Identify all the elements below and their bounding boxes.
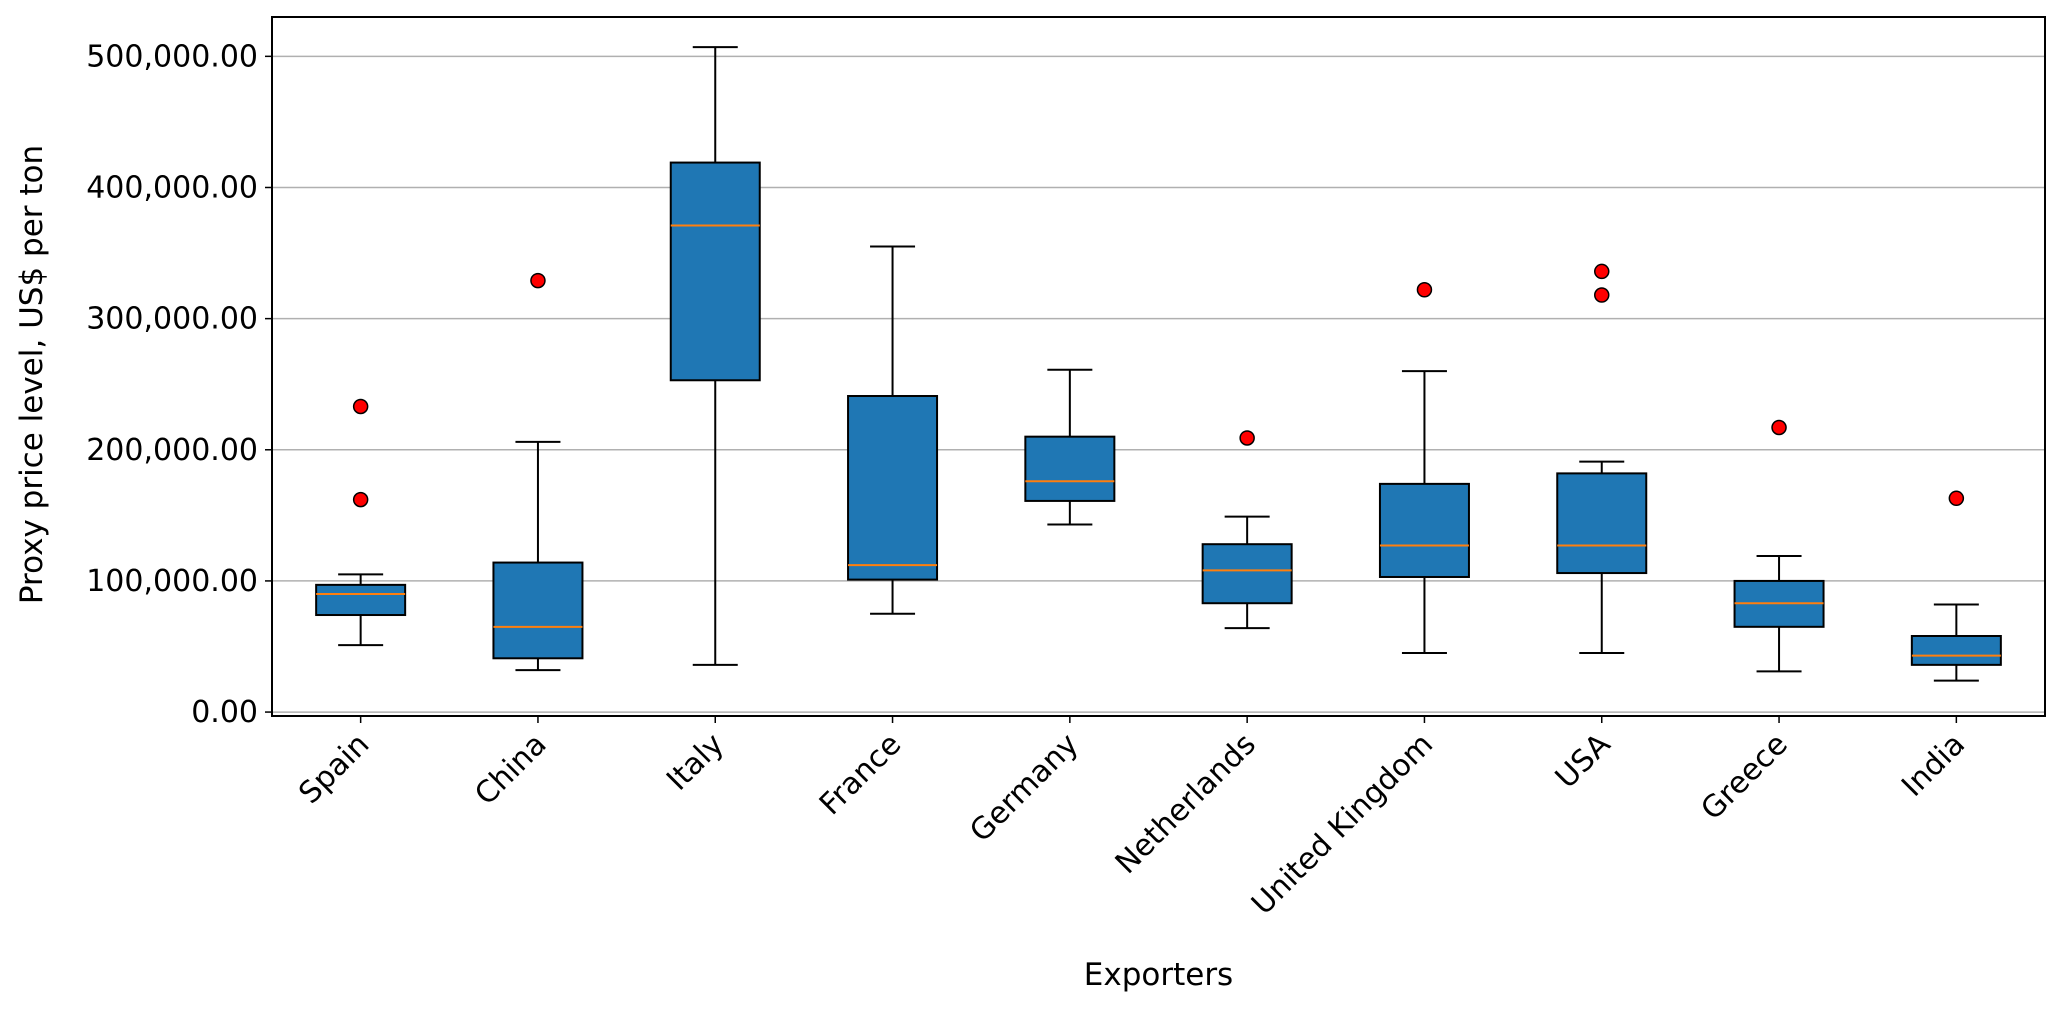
y-tick-label: 300,000.00 <box>86 302 258 337</box>
box-india <box>1910 490 2002 682</box>
box-germany <box>1024 368 1116 526</box>
x-axis-title: Exporters <box>1084 957 1233 993</box>
iqr-box <box>1910 635 2002 666</box>
iqr-box <box>492 561 584 660</box>
box-series <box>315 46 2002 682</box>
box-china <box>492 272 584 672</box>
box-usa <box>1556 263 1648 655</box>
outlier-point <box>1416 282 1433 298</box>
outlier-point <box>352 398 369 415</box>
iqr-box <box>315 583 407 617</box>
outlier-point <box>1594 263 1610 280</box>
x-tick-label: China <box>468 727 553 812</box>
x-tick-label: France <box>813 727 908 822</box>
box-greece <box>1733 419 1825 673</box>
y-tick-label: 0.00 <box>191 695 258 730</box>
box-netherlands <box>1201 430 1293 630</box>
iqr-box <box>1378 482 1470 578</box>
x-tick-label: United Kingdom <box>1245 727 1440 922</box>
iqr-box <box>669 161 761 382</box>
x-tick-label: USA <box>1549 727 1618 796</box>
y-tick-label: 200,000.00 <box>86 433 258 468</box>
y-tick-label: 400,000.00 <box>86 170 258 205</box>
x-tick-label: Netherlands <box>1109 727 1263 881</box>
y-axis-title: Proxy price level, US$ per ton <box>14 145 50 604</box>
outlier-point <box>1771 419 1787 436</box>
outlier-point <box>1948 490 1965 507</box>
outlier-point <box>1239 430 1255 446</box>
box-france <box>847 245 939 615</box>
x-tick-label: Germany <box>963 727 1085 849</box>
box-spain <box>315 398 407 647</box>
iqr-box <box>1024 435 1116 502</box>
x-tick-label: Greece <box>1694 727 1794 827</box>
x-axis: Spain China Italy France Germany NetherlandsU… <box>292 716 1972 922</box>
outlier-point <box>530 272 546 289</box>
x-tick-label: Italy <box>660 727 731 798</box>
outlier-point <box>1594 287 1610 303</box>
y-tick-label: 500,000.00 <box>86 39 258 74</box>
y-axis: 0.00 100,000.00 200,000.00 300,000.00 400,00… <box>86 39 272 730</box>
box-italy <box>669 46 761 666</box>
outlier-point <box>352 491 369 508</box>
iqr-box <box>1556 472 1648 575</box>
plot-area-frame <box>271 16 2046 717</box>
x-tick-label: India <box>1895 727 1972 804</box>
iqr-box <box>1201 543 1293 605</box>
box-united-kingdom <box>1378 282 1470 655</box>
x-tick-label: Spain <box>292 727 376 811</box>
iqr-box <box>847 395 939 581</box>
y-tick-label: 100,000.00 <box>86 564 258 599</box>
